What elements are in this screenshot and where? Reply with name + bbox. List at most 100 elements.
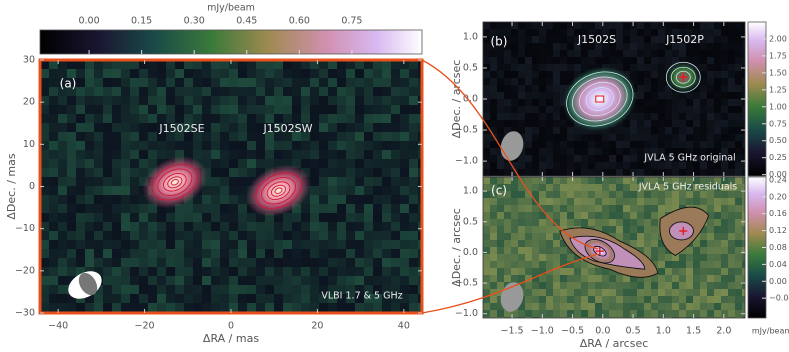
noise-cell — [229, 141, 239, 151]
noise-cell — [103, 132, 113, 142]
noise-cell — [112, 195, 122, 205]
noise-cell — [409, 285, 419, 295]
noise-cell — [546, 162, 554, 170]
noise-cell — [560, 205, 568, 213]
noise-cell — [651, 282, 659, 290]
noise-cell — [310, 285, 320, 295]
noise-cell — [346, 177, 356, 187]
noise-cell — [238, 141, 248, 151]
noise-cell — [504, 57, 512, 65]
noise-cell — [497, 282, 505, 290]
noise-cell — [693, 296, 701, 304]
noise-cell — [310, 267, 320, 277]
noise-cell — [728, 92, 736, 100]
noise-cell — [721, 310, 729, 318]
noise-cell — [658, 99, 666, 107]
noise-cell — [511, 78, 519, 86]
noise-cell — [714, 254, 722, 262]
noise-cell — [511, 29, 519, 37]
noise-cell — [391, 195, 401, 205]
noise-cell — [265, 303, 275, 313]
noise-cell — [49, 123, 59, 133]
noise-cell — [679, 22, 687, 30]
noise-cell — [553, 198, 561, 206]
noise-cell — [658, 134, 666, 142]
noise-cell — [497, 247, 505, 255]
noise-cell — [49, 249, 59, 259]
noise-cell — [247, 159, 257, 169]
noise-cell — [247, 285, 257, 295]
noise-cell — [672, 50, 680, 58]
noise-cell — [665, 141, 673, 149]
noise-cell — [483, 247, 491, 255]
noise-cell — [728, 85, 736, 93]
noise-cell — [139, 276, 149, 286]
noise-cell — [714, 92, 722, 100]
noise-cell — [148, 258, 158, 268]
noise-cell — [665, 120, 673, 128]
noise-cell — [700, 106, 708, 114]
noise-cell — [525, 106, 533, 114]
noise-cell — [567, 50, 575, 58]
noise-cell — [658, 36, 666, 44]
noise-cell — [518, 43, 526, 51]
noise-cell — [382, 204, 392, 214]
noise-cell — [391, 186, 401, 196]
noise-cell — [328, 150, 338, 160]
noise-cell — [546, 303, 554, 311]
noise-cell — [139, 132, 149, 142]
noise-cell — [602, 155, 610, 163]
noise-cell — [319, 78, 329, 88]
noise-cell — [49, 258, 59, 268]
noise-cell — [707, 310, 715, 318]
noise-cell — [630, 127, 638, 135]
noise-cell — [67, 159, 77, 169]
noise-cell — [67, 105, 77, 115]
noise-cell — [532, 71, 540, 79]
noise-cell — [130, 276, 140, 286]
noise-cell — [574, 134, 582, 142]
noise-cell — [130, 159, 140, 169]
noise-cell — [595, 57, 603, 65]
noise-cell — [679, 261, 687, 269]
noise-cell — [546, 43, 554, 51]
noise-cell — [728, 247, 736, 255]
noise-cell — [85, 303, 95, 313]
noise-cell — [616, 282, 624, 290]
noise-cell — [400, 267, 410, 277]
noise-cell — [85, 213, 95, 223]
noise-cell — [229, 213, 239, 223]
noise-cell — [364, 150, 374, 160]
noise-cell — [595, 219, 603, 227]
noise-cell — [157, 267, 167, 277]
noise-cell — [319, 303, 329, 313]
noise-cell — [602, 212, 610, 220]
noise-cell — [247, 105, 257, 115]
noise-cell — [546, 148, 554, 156]
noise-cell — [581, 184, 589, 192]
noise-cell — [567, 310, 575, 318]
noise-cell — [483, 92, 491, 100]
noise-cell — [721, 169, 729, 177]
noise-cell — [553, 289, 561, 297]
noise-cell — [211, 78, 221, 88]
noise-cell — [58, 159, 68, 169]
noise-cell — [292, 294, 302, 304]
noise-cell — [112, 69, 122, 79]
noise-cell — [630, 155, 638, 163]
noise-cell — [546, 99, 554, 107]
noise-cell — [525, 120, 533, 128]
noise-cell — [616, 169, 624, 177]
noise-cell — [103, 114, 113, 124]
noise-cell — [693, 303, 701, 311]
noise-cell — [301, 231, 311, 241]
noise-cell — [148, 303, 158, 313]
noise-cell — [546, 261, 554, 269]
noise-cell — [609, 282, 617, 290]
noise-cell — [409, 141, 419, 151]
noise-cell — [346, 123, 356, 133]
noise-cell — [602, 141, 610, 149]
noise-cell — [539, 303, 547, 311]
noise-cell — [623, 310, 631, 318]
noise-cell — [283, 78, 293, 88]
